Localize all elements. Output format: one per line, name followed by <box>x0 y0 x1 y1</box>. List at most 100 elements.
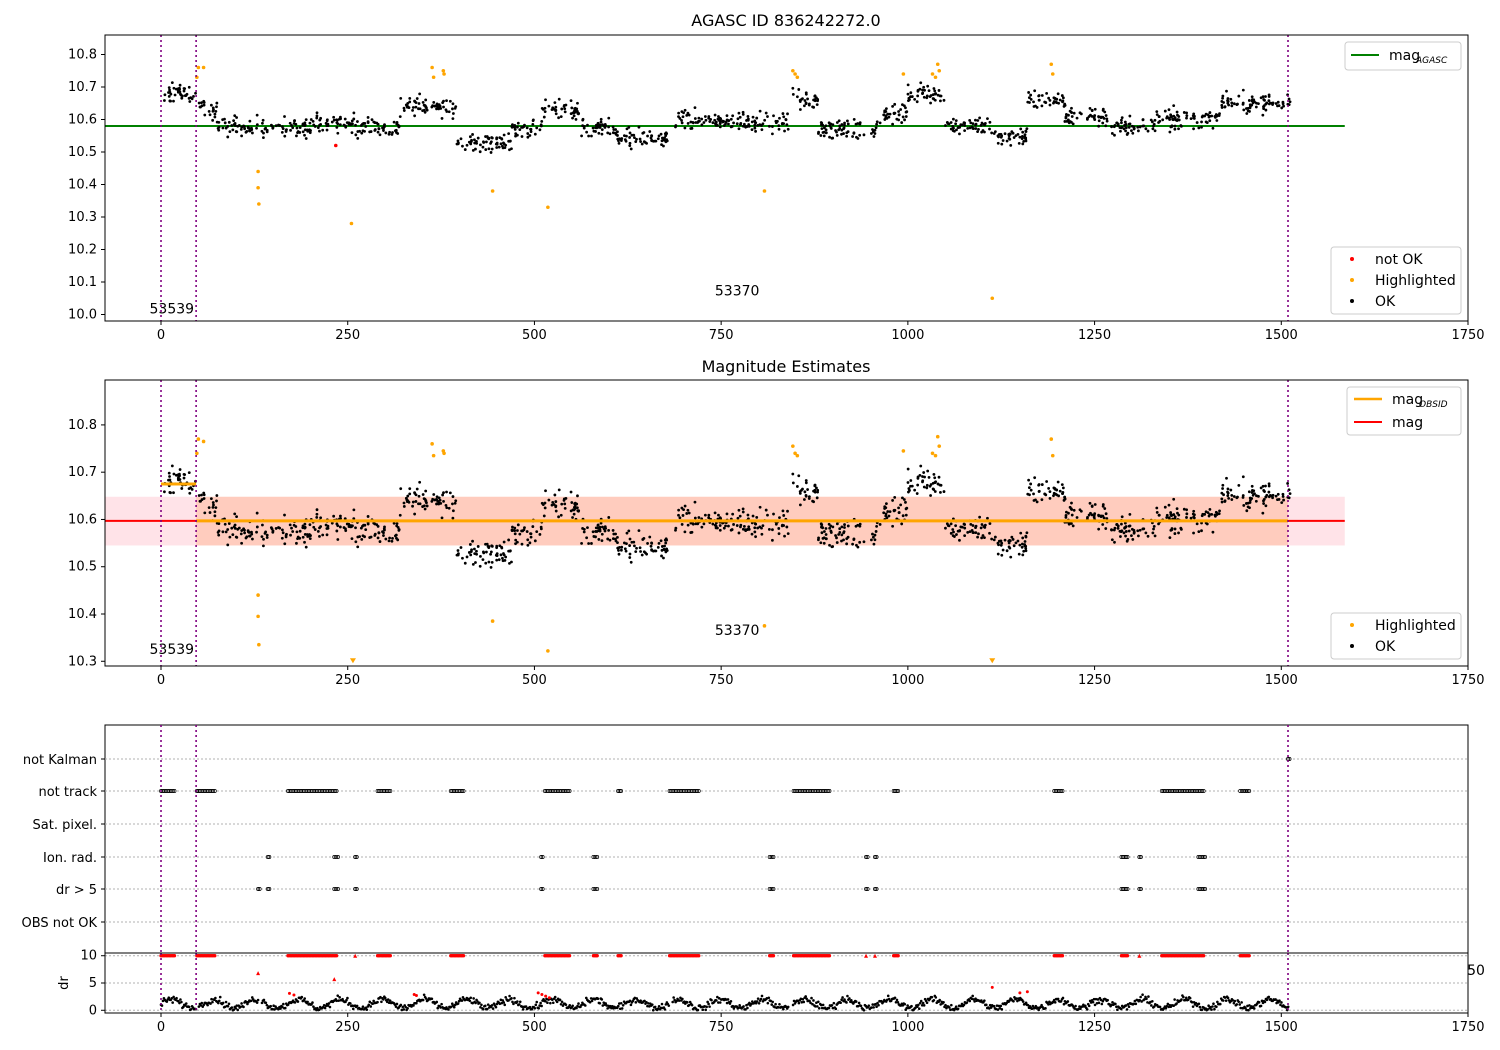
ok-point <box>411 108 414 112</box>
dr-offscale-point <box>619 954 623 958</box>
ok-point <box>1008 546 1012 550</box>
ok-point <box>288 523 292 527</box>
dr-point <box>1040 1003 1043 1007</box>
ok-point <box>1064 116 1068 120</box>
ok-point <box>510 147 513 151</box>
ok-point <box>423 497 427 501</box>
dr-point <box>737 1006 741 1010</box>
ok-point <box>237 123 241 127</box>
ok-point <box>330 521 334 525</box>
dr-point <box>859 1004 863 1008</box>
ok-point <box>1011 538 1015 541</box>
legend-marker <box>1350 299 1354 303</box>
flag-marker <box>388 789 393 793</box>
ok-point <box>837 533 841 536</box>
ok-point <box>648 130 652 133</box>
ok-point <box>870 538 873 542</box>
ok-point <box>572 114 576 118</box>
ok-point <box>417 102 421 105</box>
ok-point <box>600 532 604 536</box>
ok-point <box>693 500 697 504</box>
dr-point <box>812 999 815 1002</box>
flag-marker <box>864 855 868 859</box>
ok-point <box>190 97 194 101</box>
ok-point <box>873 128 877 132</box>
dr-point <box>1245 1008 1248 1012</box>
ok-point <box>741 510 745 514</box>
ok-point <box>424 105 428 109</box>
x-tick-label: 1250 <box>1078 673 1111 688</box>
ok-point <box>469 142 473 146</box>
dr-point <box>708 1005 711 1008</box>
flag-marker <box>1243 789 1248 793</box>
dr-point <box>175 996 178 1000</box>
flag-marker <box>1203 887 1208 891</box>
dr-point <box>1087 1004 1091 1008</box>
ok-point <box>495 558 499 562</box>
ok-point <box>1152 527 1155 531</box>
ok-point <box>851 542 854 546</box>
ok-point <box>1197 126 1201 130</box>
ok-point <box>883 109 887 113</box>
ok-point <box>1210 512 1214 516</box>
ok-point <box>807 103 811 107</box>
ok-point <box>502 141 505 145</box>
dr-point <box>968 999 972 1003</box>
dr-point <box>170 997 173 1000</box>
ok-point <box>303 533 307 536</box>
ok-point <box>248 119 252 123</box>
dr-point <box>801 997 805 1001</box>
ok-point <box>1137 129 1140 133</box>
ok-point <box>815 103 819 107</box>
ok-point <box>303 133 306 137</box>
ok-point <box>892 509 896 513</box>
ok-point <box>294 525 298 528</box>
dr-point <box>1061 996 1065 1000</box>
ok-point <box>897 506 900 510</box>
ok-point <box>325 527 329 530</box>
ok-point <box>372 120 376 124</box>
dr-point <box>472 997 475 1000</box>
dr-point <box>1278 999 1281 1003</box>
dr-point <box>540 1004 543 1008</box>
ok-point <box>713 113 717 117</box>
dr-point <box>1260 999 1264 1003</box>
ok-point <box>1122 127 1126 131</box>
ok-point <box>829 127 833 130</box>
ok-point <box>713 511 717 515</box>
ok-point <box>725 512 729 516</box>
ok-point <box>479 143 482 147</box>
ok-point <box>951 124 955 128</box>
ok-point <box>319 516 323 520</box>
ok-point <box>1064 515 1068 519</box>
ok-point <box>1204 112 1208 116</box>
ok-point <box>382 127 385 131</box>
dr-point <box>906 1004 909 1007</box>
ok-point <box>897 511 901 515</box>
ok-point <box>384 131 388 135</box>
ok-point <box>485 550 488 554</box>
dr-point <box>1247 1008 1250 1012</box>
dr-point <box>1182 995 1185 999</box>
dr-point <box>965 1001 969 1004</box>
dr-point <box>469 996 473 1000</box>
flag-marker <box>874 855 879 859</box>
dr-point <box>1184 996 1188 1000</box>
dr-point <box>337 999 340 1002</box>
flag-marker <box>619 789 624 793</box>
ok-point <box>397 528 401 532</box>
ok-point <box>1130 534 1133 538</box>
ok-point <box>251 537 254 541</box>
ok-point <box>200 498 204 501</box>
ok-point <box>785 525 789 529</box>
ok-point <box>280 536 284 540</box>
ok-point <box>507 139 511 143</box>
ok-point <box>500 545 503 549</box>
flag-marker <box>170 789 175 793</box>
ok-point <box>1185 114 1189 118</box>
ok-point <box>1027 478 1031 482</box>
ok-point <box>718 516 722 520</box>
ok-point <box>799 98 803 101</box>
dr-point <box>199 1004 203 1007</box>
